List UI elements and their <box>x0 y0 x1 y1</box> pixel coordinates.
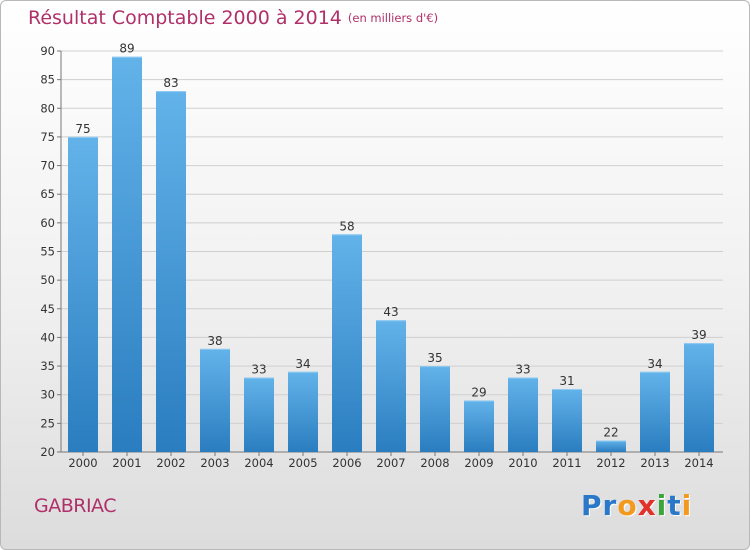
y-tick-label: 65 <box>40 187 55 201</box>
logo-letter: r <box>602 489 618 522</box>
title-text: Résultat Comptable 2000 à 2014 <box>28 7 342 29</box>
data-label: 22 <box>603 426 618 440</box>
data-label: 34 <box>295 357 310 371</box>
logo-letter: t <box>667 489 682 522</box>
y-tick-label: 35 <box>40 359 55 373</box>
x-tick-label: 2004 <box>244 456 273 470</box>
bar <box>552 388 582 452</box>
data-label: 34 <box>647 357 662 371</box>
bar <box>464 400 494 452</box>
unit-note: (en milliers d'€) <box>347 11 439 25</box>
y-tick-label: 45 <box>40 302 55 316</box>
data-label: 39 <box>691 328 706 342</box>
y-tick-label: 25 <box>40 416 55 430</box>
x-tick-label: 2014 <box>684 456 713 470</box>
data-label: 38 <box>207 334 222 348</box>
x-tick-label: 2009 <box>464 456 493 470</box>
y-tick-label: 75 <box>40 130 55 144</box>
chart-title: Résultat Comptable 2000 à 2014 (en millie… <box>28 7 438 29</box>
y-tick-label: 40 <box>40 330 55 344</box>
logo-letter: o <box>617 489 638 522</box>
data-label: 89 <box>119 42 134 56</box>
x-tick-label: 2008 <box>420 456 449 470</box>
logo-letter: x <box>637 489 657 522</box>
logo-letter: P <box>581 489 603 522</box>
bars <box>68 56 714 452</box>
bar <box>244 377 274 452</box>
y-tick-label: 70 <box>40 159 55 173</box>
y-tick-label: 90 <box>40 44 55 58</box>
data-label: 29 <box>471 385 486 399</box>
x-tick-label: 2002 <box>156 456 185 470</box>
x-tick-label: 2010 <box>508 456 537 470</box>
bar <box>332 234 362 452</box>
labels: 20 25 30 35 40 45 50 55 60 65 70 75 80 85 90 75 2000 89 20… <box>40 42 713 470</box>
proxiti-logo: Proxiti <box>581 489 692 522</box>
data-label: 83 <box>163 76 178 90</box>
bar <box>508 377 538 452</box>
data-label: 35 <box>427 351 442 365</box>
bar <box>684 343 714 452</box>
x-tick-label: 2011 <box>552 456 581 470</box>
bar <box>596 440 626 452</box>
data-label: 58 <box>339 219 354 233</box>
x-tick-label: 2013 <box>640 456 669 470</box>
x-tick-label: 2000 <box>68 456 97 470</box>
bar <box>156 91 186 452</box>
bar <box>376 320 406 452</box>
x-tick-label: 2003 <box>200 456 229 470</box>
y-tick-label: 30 <box>40 388 55 402</box>
logo-letter: i <box>681 489 693 522</box>
y-tick-label: 55 <box>40 245 55 259</box>
data-label: 31 <box>559 374 574 388</box>
y-tick-label: 80 <box>40 101 55 115</box>
data-label: 75 <box>75 122 90 136</box>
x-tick-label: 2012 <box>596 456 625 470</box>
y-tick-label: 50 <box>40 273 55 287</box>
bar <box>640 371 670 452</box>
x-tick-label: 2001 <box>112 456 141 470</box>
bar <box>288 371 318 452</box>
bar <box>200 348 230 452</box>
y-tick-label: 20 <box>40 445 55 459</box>
y-tick-label: 85 <box>40 73 55 87</box>
bar <box>68 136 98 452</box>
data-label: 33 <box>251 363 266 377</box>
x-tick-label: 2007 <box>376 456 405 470</box>
x-tick-label: 2006 <box>332 456 361 470</box>
data-label: 43 <box>383 305 398 319</box>
logo-letter: i <box>656 489 668 522</box>
bar <box>112 56 142 452</box>
x-tick-label: 2005 <box>288 456 317 470</box>
data-label: 33 <box>515 363 530 377</box>
commune-name: GABRIAC <box>34 495 117 517</box>
bar <box>420 366 450 452</box>
y-tick-label: 60 <box>40 216 55 230</box>
